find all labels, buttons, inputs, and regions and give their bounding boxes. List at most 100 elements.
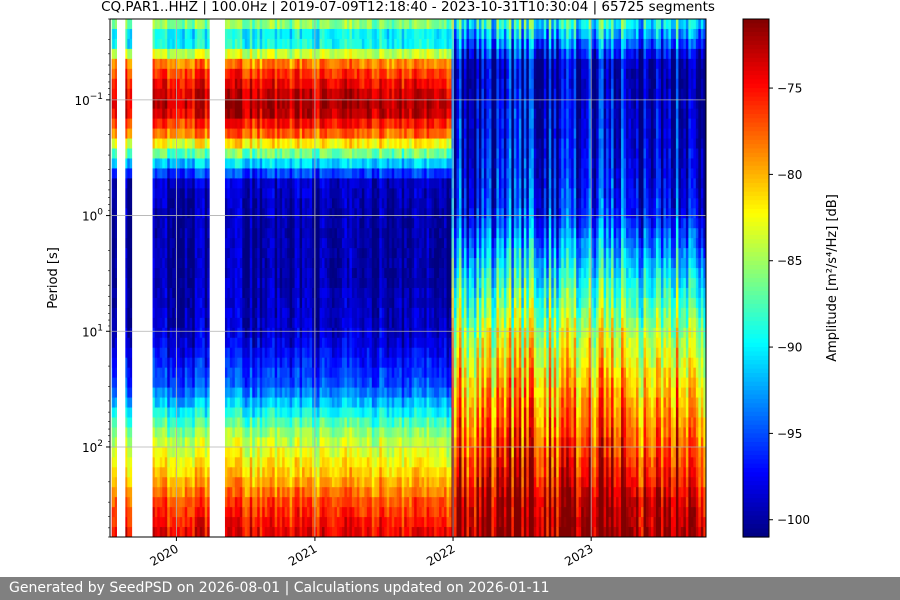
- heatmap-cell: [182, 198, 186, 209]
- heatmap-cell: [189, 78, 193, 90]
- heatmap-cell: [204, 507, 208, 518]
- heatmap-cell: [172, 527, 176, 537]
- heatmap-cell: [356, 527, 360, 537]
- heatmap-cell: [197, 327, 201, 339]
- heatmap-cell: [264, 38, 268, 50]
- heatmap-cell: [297, 497, 300, 508]
- heatmap-cell: [252, 198, 256, 209]
- heatmap-cell: [344, 58, 348, 70]
- heatmap-cell: [154, 68, 158, 80]
- heatmap-cell: [297, 78, 300, 90]
- heatmap-cell: [194, 208, 198, 219]
- heatmap-cell: [317, 457, 320, 468]
- heatmap-cell: [292, 58, 295, 70]
- heatmap-cell: [162, 108, 166, 120]
- heatmap-cell: [202, 327, 206, 339]
- heatmap-cell: [199, 297, 203, 309]
- heatmap-cell: [127, 297, 131, 309]
- heatmap-cell: [317, 517, 320, 528]
- heatmap-cell: [334, 168, 338, 179]
- heatmap-cell: [254, 138, 258, 150]
- heatmap-cell: [197, 437, 201, 448]
- heatmap-cell: [194, 38, 198, 50]
- heatmap-cell: [247, 28, 251, 40]
- heatmap-cell: [274, 118, 278, 130]
- heatmap-cell: [192, 507, 196, 518]
- heatmap-cell: [312, 48, 315, 60]
- heatmap-cell: [331, 118, 335, 130]
- heatmap-cell: [154, 487, 158, 498]
- heatmap-cell: [114, 327, 118, 339]
- heatmap-cell: [277, 28, 281, 40]
- heatmap-cell: [359, 138, 363, 150]
- heatmap-cell: [247, 248, 251, 259]
- heatmap-cell: [359, 347, 363, 359]
- heatmap-cell: [192, 517, 196, 528]
- heatmap-cell: [354, 138, 358, 150]
- heatmap-cell: [199, 248, 203, 259]
- heatmap-cell: [179, 377, 183, 389]
- heatmap-cell: [172, 108, 176, 120]
- heatmap-cell: [351, 88, 355, 100]
- heatmap-cell: [232, 387, 236, 399]
- heatmap-cell: [257, 327, 261, 339]
- heatmap-cell: [356, 507, 360, 518]
- heatmap-cell: [297, 457, 300, 468]
- heatmap-cell: [267, 367, 271, 379]
- heatmap-cell: [207, 28, 211, 40]
- heatmap-cell: [287, 208, 291, 219]
- heatmap-cell: [164, 88, 168, 100]
- heatmap-cell: [346, 178, 350, 189]
- heatmap-cell: [309, 357, 313, 369]
- heatmap-cell: [179, 28, 183, 40]
- heatmap-cell: [294, 347, 298, 359]
- heatmap-cell: [277, 118, 281, 130]
- heatmap-cell: [317, 467, 320, 478]
- heatmap-cell: [247, 278, 251, 289]
- heatmap-cell: [359, 307, 363, 319]
- heatmap-cell: [344, 248, 348, 259]
- heatmap-cell: [351, 327, 355, 339]
- heatmap-cell: [154, 387, 158, 399]
- heatmap-cell: [232, 467, 236, 478]
- heatmap-cell: [257, 517, 261, 528]
- heatmap-cell: [346, 19, 350, 30]
- heatmap-cell: [292, 208, 295, 219]
- heatmap-cell: [307, 337, 310, 349]
- heatmap-cell: [192, 477, 196, 488]
- heatmap-cell: [177, 387, 181, 399]
- heatmap-cell: [167, 268, 171, 279]
- heatmap-cell: [207, 208, 211, 219]
- heatmap-cell: [167, 218, 171, 229]
- heatmap-cell: [356, 487, 360, 498]
- heatmap-cell: [177, 268, 181, 279]
- heatmap-cell: [242, 477, 246, 488]
- heatmap-cell: [319, 108, 323, 120]
- heatmap-cell: [297, 48, 300, 60]
- heatmap-cell: [159, 218, 163, 229]
- heatmap-cell: [287, 118, 291, 130]
- heatmap-cell: [247, 357, 251, 369]
- heatmap-cell: [267, 407, 271, 419]
- heatmap-cell: [267, 58, 271, 70]
- heatmap-cell: [267, 19, 271, 30]
- heatmap-cell: [234, 248, 238, 259]
- heatmap-cell: [187, 527, 191, 537]
- heatmap-cell: [249, 527, 253, 537]
- heatmap-cell: [264, 58, 268, 70]
- heatmap-cell: [326, 88, 330, 100]
- heatmap-cell: [361, 58, 365, 70]
- heatmap-cell: [277, 297, 281, 309]
- heatmap-cell: [207, 248, 211, 259]
- heatmap-cell: [346, 278, 350, 289]
- heatmap-cell: [164, 268, 168, 279]
- heatmap-cell: [229, 148, 233, 160]
- heatmap-cell: [154, 268, 158, 279]
- heatmap-cell: [127, 377, 131, 389]
- heatmap-cell: [289, 19, 293, 30]
- heatmap-cell: [234, 367, 238, 379]
- heatmap-cell: [304, 248, 308, 259]
- heatmap-cell: [169, 317, 173, 329]
- heatmap-cell: [252, 218, 256, 229]
- heatmap-cell: [336, 477, 340, 488]
